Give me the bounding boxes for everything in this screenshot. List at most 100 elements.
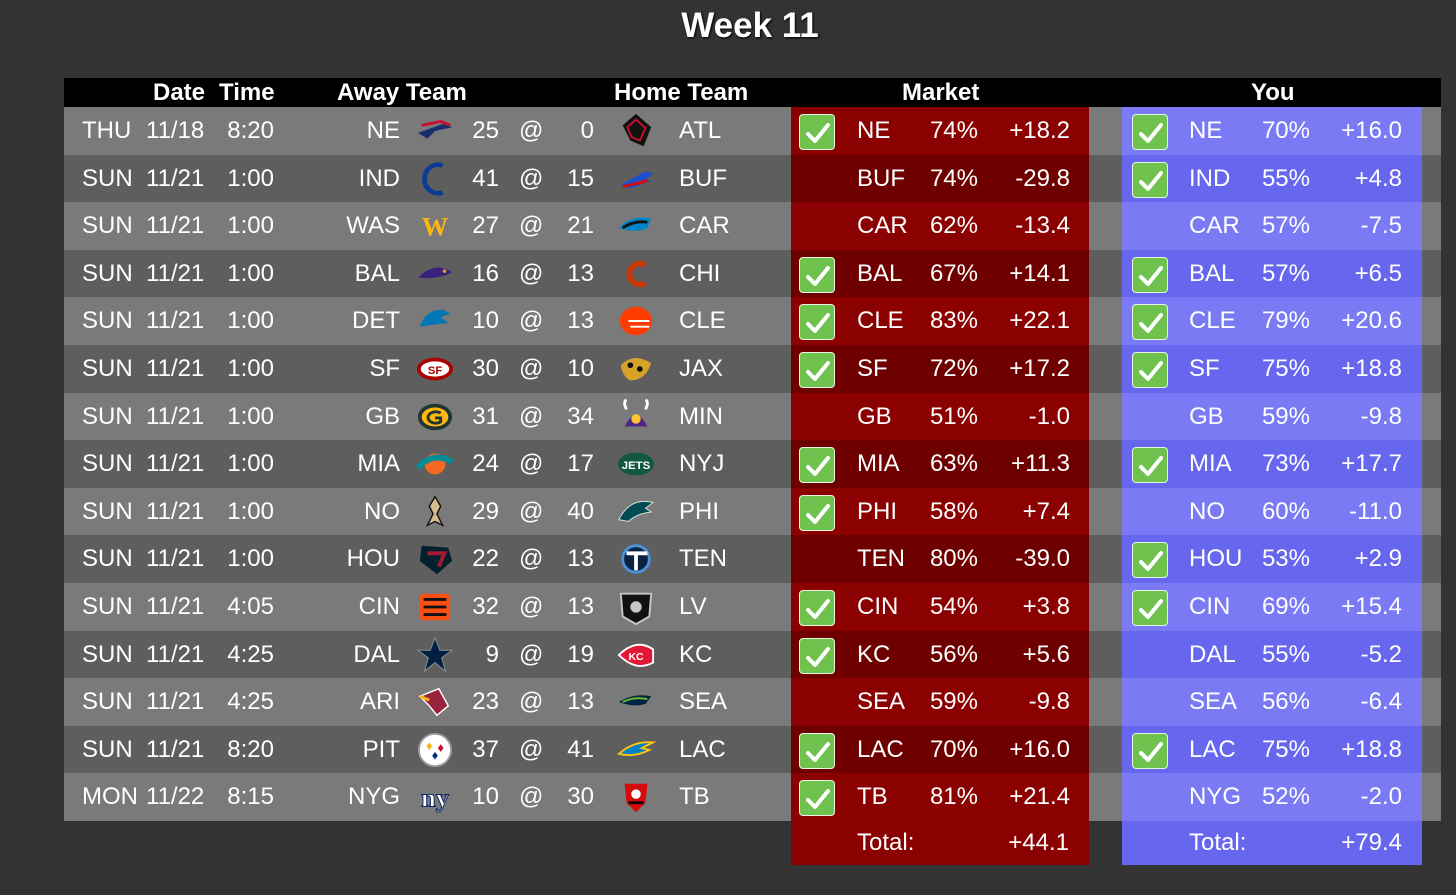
game-time: 8:20: [227, 117, 274, 144]
you-cell: [1122, 725, 1422, 774]
away-team: PIT: [362, 735, 400, 763]
you-pick: CLE: [1189, 307, 1236, 335]
market-points: -13.4: [1015, 212, 1070, 240]
away-team: GB: [365, 402, 400, 430]
you-pct: 55%: [1261, 164, 1310, 192]
market-pct: 62%: [929, 212, 978, 240]
packers-logo: [417, 403, 453, 430]
market-points: +21.4: [1009, 783, 1070, 811]
market-pick: NE: [857, 117, 891, 144]
you-points: -5.2: [1360, 640, 1402, 668]
row-background: [64, 773, 791, 821]
market-points: +11.3: [1011, 450, 1070, 478]
you-pick: CAR: [1189, 212, 1240, 240]
market-pct: 74%: [929, 164, 978, 192]
market-pick: SF: [857, 354, 888, 382]
market-pct: 80%: [929, 545, 978, 573]
market-cell: [791, 392, 1089, 441]
you-cell: [1122, 154, 1422, 203]
game-date: 11/21: [146, 164, 205, 192]
home-team: JAX: [679, 354, 724, 382]
at-symbol: @: [519, 497, 544, 525]
home-score: 0: [580, 117, 594, 144]
table-row: SUN 11/21 8:20 PIT 37 @ 41 LAC LAC 70% +…: [64, 725, 1441, 774]
you-cell: [1122, 678, 1422, 726]
at-symbol: @: [519, 640, 544, 668]
texans-logo: [419, 546, 453, 575]
table-row: THU 11/18 8:20 NE 25 @ 0 ATL NE 74% +18.…: [64, 107, 1441, 155]
header-market: Market: [902, 79, 980, 106]
you-pick: HOU: [1189, 545, 1243, 573]
market-pick: GB: [857, 402, 892, 430]
market-pick: KC: [857, 640, 891, 668]
game-time: 4:05: [227, 592, 274, 620]
row-spacer: [1089, 344, 1122, 393]
at-symbol: @: [519, 212, 544, 240]
vikings-logo: [623, 398, 649, 427]
market-pick: LAC: [857, 735, 904, 763]
you-cell: [1122, 202, 1422, 250]
titans-logo: [621, 544, 651, 575]
market-pick: SEA: [857, 688, 906, 716]
game-date: 11/21: [146, 259, 205, 287]
away-score: 27: [472, 212, 499, 240]
game-day: SUN: [82, 545, 133, 573]
you-points: +15.4: [1341, 592, 1402, 620]
game-time: 8:15: [227, 783, 274, 811]
svg-text:W: W: [422, 212, 449, 242]
you-total-row: Total: +79.4: [1122, 821, 1422, 865]
market-points: -29.8: [1015, 164, 1070, 192]
market-check-icon: [799, 351, 835, 388]
game-time: 1:00: [227, 212, 274, 240]
row-spacer: [1422, 154, 1441, 203]
market-points: -1.0: [1028, 402, 1070, 430]
market-total-row: Total: +44.1: [791, 821, 1089, 865]
you-check-icon: [1132, 351, 1168, 388]
you-points: +4.8: [1354, 164, 1402, 192]
game-day: SUN: [82, 402, 133, 430]
market-pct: 81%: [929, 783, 978, 811]
table-row: SUN 11/21 1:00 WAS W 27 @ 21 CAR CAR 62%…: [64, 202, 1441, 250]
away-team: SF: [369, 354, 400, 382]
table-row: SUN 11/21 1:00 DET 10 @ 13 CLE CLE 83% +…: [64, 297, 1441, 345]
table-row: SUN 11/21 1:00 IND 41 @ 15 BUF BUF 74% -…: [64, 154, 1441, 203]
market-pick: CIN: [857, 592, 899, 620]
market-check-icon: [799, 637, 835, 674]
market-points: +5.6: [1022, 640, 1070, 668]
at-symbol: @: [519, 688, 544, 716]
you-points: +6.5: [1354, 259, 1402, 287]
market-pct: 63%: [929, 450, 978, 478]
you-cell: [1122, 535, 1422, 583]
eagles-logo: [618, 500, 655, 522]
game-date: 11/21: [146, 307, 205, 335]
market-check-icon: [799, 256, 835, 293]
seahawks-logo: [618, 695, 652, 706]
you-pct: 57%: [1261, 212, 1310, 240]
at-symbol: @: [519, 545, 544, 573]
market-pick: CAR: [857, 212, 908, 240]
table-row: SUN 11/21 1:00 BAL 16 @ 13 CHI BAL 67% +…: [64, 249, 1441, 298]
you-pct: 59%: [1261, 402, 1310, 430]
washington-logo: W: [422, 212, 449, 242]
market-pick: BAL: [857, 259, 903, 287]
game-time: 1:00: [227, 497, 274, 525]
game-day: SUN: [82, 735, 133, 763]
home-team: BUF: [679, 164, 727, 192]
game-time: 4:25: [227, 688, 274, 716]
home-score: 40: [567, 497, 594, 525]
away-score: 37: [472, 735, 499, 763]
row-background: [64, 202, 791, 250]
you-points: -9.8: [1360, 402, 1402, 430]
market-pick: CLE: [857, 307, 904, 335]
you-pick: LAC: [1189, 735, 1236, 763]
you-cell: [1122, 487, 1422, 536]
home-score: 15: [567, 164, 594, 192]
at-symbol: @: [519, 164, 544, 192]
you-total-label: Total:: [1189, 829, 1247, 856]
row-spacer: [1422, 202, 1441, 250]
away-score: 16: [472, 259, 499, 287]
you-points: -11.0: [1349, 497, 1402, 525]
you-check-icon: [1132, 732, 1168, 769]
you-points: -6.4: [1360, 688, 1402, 716]
you-pct: 75%: [1261, 354, 1310, 382]
